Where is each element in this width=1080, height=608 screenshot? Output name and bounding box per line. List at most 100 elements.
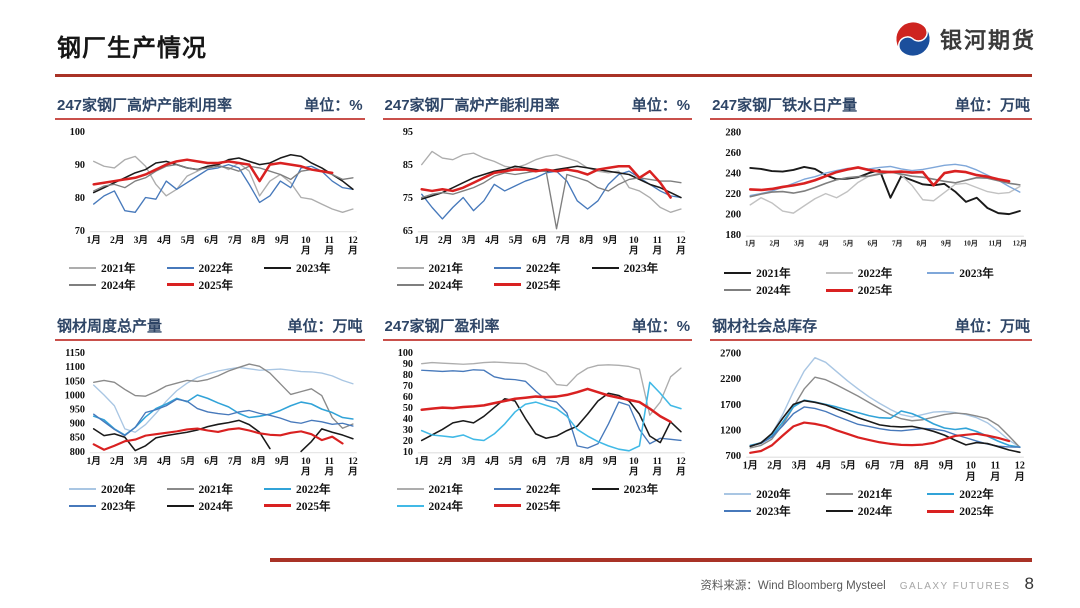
charts-grid: 247家钢厂高炉产能利用率 单位：% 70 80 90 100 1月 2月 3月 4月 5月 6月… <box>55 92 1032 534</box>
x-axis-tick: 5月 <box>841 460 856 472</box>
legend-item: 2021年 <box>724 265 826 282</box>
legend-line-swatch <box>69 266 96 269</box>
x-axis-tick: 10 <box>301 456 311 467</box>
legend-item: 2023年 <box>927 265 1029 282</box>
galaxy-logo-icon <box>895 21 931 57</box>
series-line-2025年 <box>749 421 1011 454</box>
chart-header: 247家钢厂铁水日产量 单位：万吨 <box>710 92 1032 120</box>
legend-line-swatch <box>396 283 424 286</box>
page-number: 8 <box>1024 574 1034 593</box>
series-line-2022年 <box>749 399 1021 449</box>
legend-label: 2024年 <box>428 500 464 513</box>
series-line-2021年 <box>749 376 1021 449</box>
legend-line-swatch <box>69 487 96 490</box>
chart-legend: 2021年 2022年 2023年 2024年 2025年 <box>383 480 693 514</box>
y-axis-tick: 90 <box>75 160 85 171</box>
x-axis-tick: 4月 <box>819 240 830 248</box>
chart-header: 钢材周度总产量 单位：万吨 <box>55 313 365 341</box>
series-line-2025年 <box>419 387 672 424</box>
chart-legend: 2020年 2021年 2022年 2023年 2024年 2025年 <box>55 480 365 514</box>
legend-label: 2024年 <box>857 506 893 519</box>
x-axis-tick: 2月 <box>110 235 124 246</box>
legend-label: 2025年 <box>959 506 994 519</box>
x-axis-tick: 月 <box>989 471 1000 483</box>
y-axis-tick: 85 <box>402 160 412 171</box>
chart-title: 247家钢厂铁水日产量 <box>712 97 858 114</box>
legend-line-swatch <box>166 487 194 490</box>
x-axis-tick: 9月 <box>939 460 954 472</box>
y-axis-tick: 1200 <box>720 426 741 437</box>
x-axis-tick: 10 <box>966 461 976 472</box>
x-axis-tick: 11 <box>652 456 661 467</box>
legend-line-swatch <box>825 272 853 275</box>
y-axis-tick: 80 <box>402 370 412 381</box>
legend-item: 2024年 <box>69 276 167 293</box>
x-axis-tick: 2月 <box>438 235 452 246</box>
series-line-2022年 <box>93 163 354 213</box>
legend-label: 2025年 <box>857 285 893 298</box>
chart-canvas: 800 850 900 950 1000 1050 1100 1150 1月 2月 3月 4月 5月 6月… <box>65 348 358 478</box>
chart-legend: 2021年 2022年 2023年 2024年 2025年 <box>710 265 1032 299</box>
chart-header: 247家钢厂高炉产能利用率 单位：% <box>55 92 365 120</box>
legend-line-swatch <box>591 266 619 269</box>
legend-item: 2021年 <box>396 259 495 276</box>
y-axis-tick: 1700 <box>720 400 741 411</box>
x-axis-tick: 9月 <box>941 240 952 248</box>
x-axis-tick: 11 <box>325 235 334 246</box>
legend-label: 2022年 <box>959 489 994 502</box>
legend-line-swatch <box>927 272 955 275</box>
legend-line-swatch <box>166 266 194 269</box>
chart-title: 247家钢厂盈利率 <box>384 318 500 335</box>
y-axis-tick: 280 <box>725 128 741 139</box>
legend-line-swatch <box>724 289 752 292</box>
x-axis-tick: 2月 <box>767 460 782 472</box>
series-line-2024年 <box>92 419 354 453</box>
series-line-2024年 <box>420 170 682 230</box>
y-axis-tick: 65 <box>402 226 412 237</box>
series-line-2023年 <box>92 153 354 194</box>
legend-line-swatch <box>69 504 96 507</box>
chart-title: 247家钢厂高炉产能利用率 <box>384 97 560 114</box>
legend-label: 2023年 <box>623 262 659 275</box>
y-axis-tick: 1050 <box>65 376 85 387</box>
series-line-2023年 <box>749 163 1021 197</box>
y-axis-tick: 850 <box>70 433 85 444</box>
legend-line-swatch <box>724 510 752 513</box>
x-axis-tick: 9月 <box>275 456 289 467</box>
chart-legend: 2021年 2022年 2023年 2024年 2025年 <box>55 259 365 293</box>
legend-label: 2025年 <box>198 279 234 292</box>
legend-label: 2025年 <box>526 279 561 292</box>
legend-label: 2024年 <box>198 500 234 513</box>
legend-line-swatch <box>494 266 522 269</box>
y-axis-tick: 80 <box>75 193 85 204</box>
legend-line-swatch <box>166 283 194 287</box>
x-axis-tick: 7月 <box>555 235 569 246</box>
x-axis-tick: 月 <box>628 246 639 257</box>
legend-label: 2025年 <box>526 500 561 513</box>
x-axis-tick: 4月 <box>485 456 499 467</box>
y-axis-tick: 700 <box>725 451 741 462</box>
x-axis-tick: 3月 <box>794 240 805 248</box>
series-line-2020年 <box>93 366 354 433</box>
legend-label: 2021年 <box>198 483 234 496</box>
chart-panel-social-inventory: 钢材社会总库存 单位：万吨 700 1200 1700 2200 2700 1月 2月 3月 4… <box>710 313 1032 534</box>
legend-label: 2022年 <box>857 268 893 281</box>
series-line-2024年 <box>749 399 1021 454</box>
page-title: 钢厂生产情况 <box>57 35 207 62</box>
legend-item: 2023年 <box>264 259 362 276</box>
x-axis-tick: 月 <box>965 471 976 483</box>
y-axis-tick: 260 <box>725 148 741 159</box>
x-axis-tick: 6月 <box>865 460 880 472</box>
y-axis-tick: 90 <box>402 359 412 370</box>
x-axis-tick: 月 <box>324 467 335 478</box>
legend-item: 2024年 <box>825 503 928 520</box>
x-axis-tick: 月 <box>628 467 639 478</box>
legend-line-swatch <box>591 487 619 490</box>
y-axis-tick: 60 <box>402 392 412 403</box>
x-axis-tick: 6月 <box>868 240 879 248</box>
y-axis-tick: 50 <box>402 403 412 414</box>
y-axis-tick: 2700 <box>720 349 741 360</box>
legend-item: 2022年 <box>825 265 928 282</box>
chart-header: 247家钢厂高炉产能利用率 单位：% <box>382 92 693 120</box>
